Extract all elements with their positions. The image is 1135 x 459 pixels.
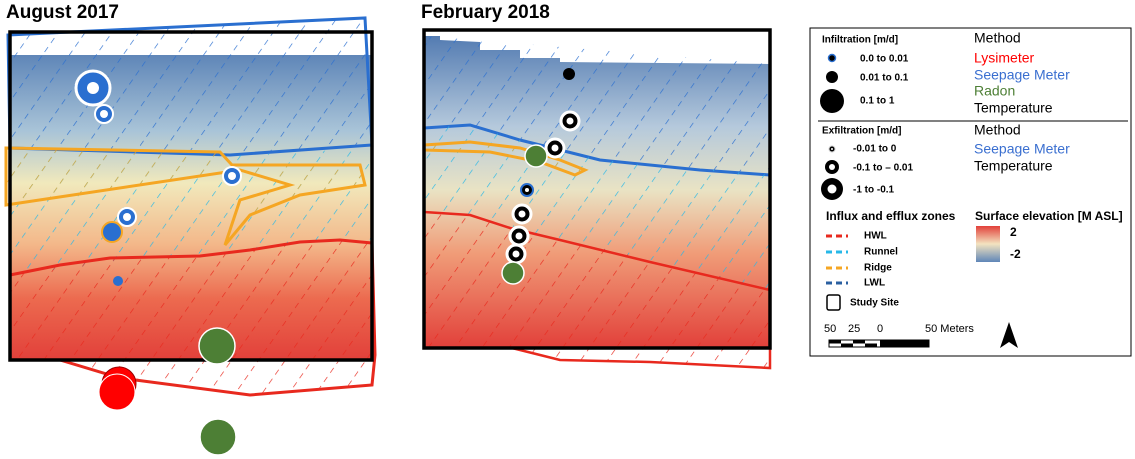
legend-label: Temperature [974, 100, 1053, 116]
lysimeter-marker [98, 373, 136, 411]
scale-label: 50 [824, 323, 836, 335]
legend-box [809, 27, 1132, 357]
legend-label: Ridge [864, 263, 892, 274]
panel-title: February 2018 [421, 2, 550, 23]
lwl-zone [424, 36, 770, 175]
lwl-zone [6, 16, 374, 157]
radon-marker [199, 418, 237, 456]
study-site [8, 30, 374, 362]
legend-label: -2 [1010, 247, 1021, 261]
scale-label: 25 [848, 323, 860, 335]
legend-label: Temperature [974, 158, 1053, 174]
legend-title: Surface elevation [M ASL] [975, 209, 1123, 223]
marker-core [100, 110, 108, 118]
scale-label: 50 Meters [925, 323, 974, 335]
marker-core [228, 172, 236, 180]
runnel-zone [424, 125, 770, 290]
radon-marker [198, 327, 236, 365]
legend-label: LWL [864, 278, 885, 289]
legend-title: Influx and efflux zones [826, 209, 956, 223]
legend-label: Seepage Meter [974, 141, 1070, 157]
legend-label: -0.1 to – 0.01 [853, 163, 913, 174]
legend-label: Radon [974, 83, 1015, 99]
panel-title: August 2017 [6, 2, 119, 23]
legend-symbol [820, 89, 844, 113]
marker-core [566, 117, 574, 125]
marker-core [525, 188, 529, 192]
seepage-marker [113, 276, 123, 286]
scale-segment [841, 343, 853, 347]
legend-title: Method [974, 30, 1021, 46]
hwl-zone [8, 238, 377, 397]
scale-segment [853, 340, 865, 344]
marker-core [829, 164, 835, 170]
legend-symbol [827, 53, 837, 63]
temperature-marker [563, 68, 575, 80]
legend-label: -0.01 to 0 [853, 144, 897, 155]
marker-core [831, 148, 833, 150]
temperature-points [505, 110, 581, 265]
marker-core [515, 232, 523, 240]
legend-label: HWL [864, 231, 887, 242]
radon-marker [524, 144, 548, 168]
marker-core [87, 82, 99, 94]
legend-label: 0.01 to 0.1 [860, 73, 909, 84]
scale-label: 0 [877, 323, 883, 335]
marker-core [518, 210, 526, 218]
legend-symbol [826, 294, 841, 311]
legend-label: 0.0 to 0.01 [860, 54, 909, 65]
north-arrow [1000, 322, 1018, 348]
ridge-zone [423, 140, 589, 177]
seepage-points [74, 69, 242, 286]
seepage-marker [101, 221, 123, 243]
marker-core [551, 144, 559, 152]
legend-label: -1 to -0.1 [853, 185, 895, 196]
legend-title: Exfiltration [m/d] [822, 126, 901, 137]
marker-core [827, 184, 837, 194]
legend-title: Infiltration [m/d] [822, 35, 898, 46]
legend-label: 2 [1010, 225, 1017, 239]
legend-colorbar [976, 226, 1000, 262]
raster-edge [424, 32, 770, 64]
study-site [422, 28, 772, 350]
scale-segment [880, 340, 929, 347]
legend-label: Study Site [850, 298, 899, 309]
radon-marker [501, 261, 525, 285]
scale-segment [829, 340, 841, 344]
legend-label: Runnel [864, 247, 898, 258]
legend-symbol [826, 71, 838, 83]
marker-core [512, 250, 520, 258]
legend-label: 0.1 to 1 [860, 96, 895, 107]
legend-label: Seepage Meter [974, 67, 1070, 83]
legend-label: Lysimeter [974, 50, 1035, 66]
legend-title: Method [974, 122, 1021, 138]
scale-segment [865, 343, 877, 347]
scale-bar [828, 339, 930, 348]
hwl-boundary [423, 210, 772, 370]
marker-core [123, 213, 131, 221]
